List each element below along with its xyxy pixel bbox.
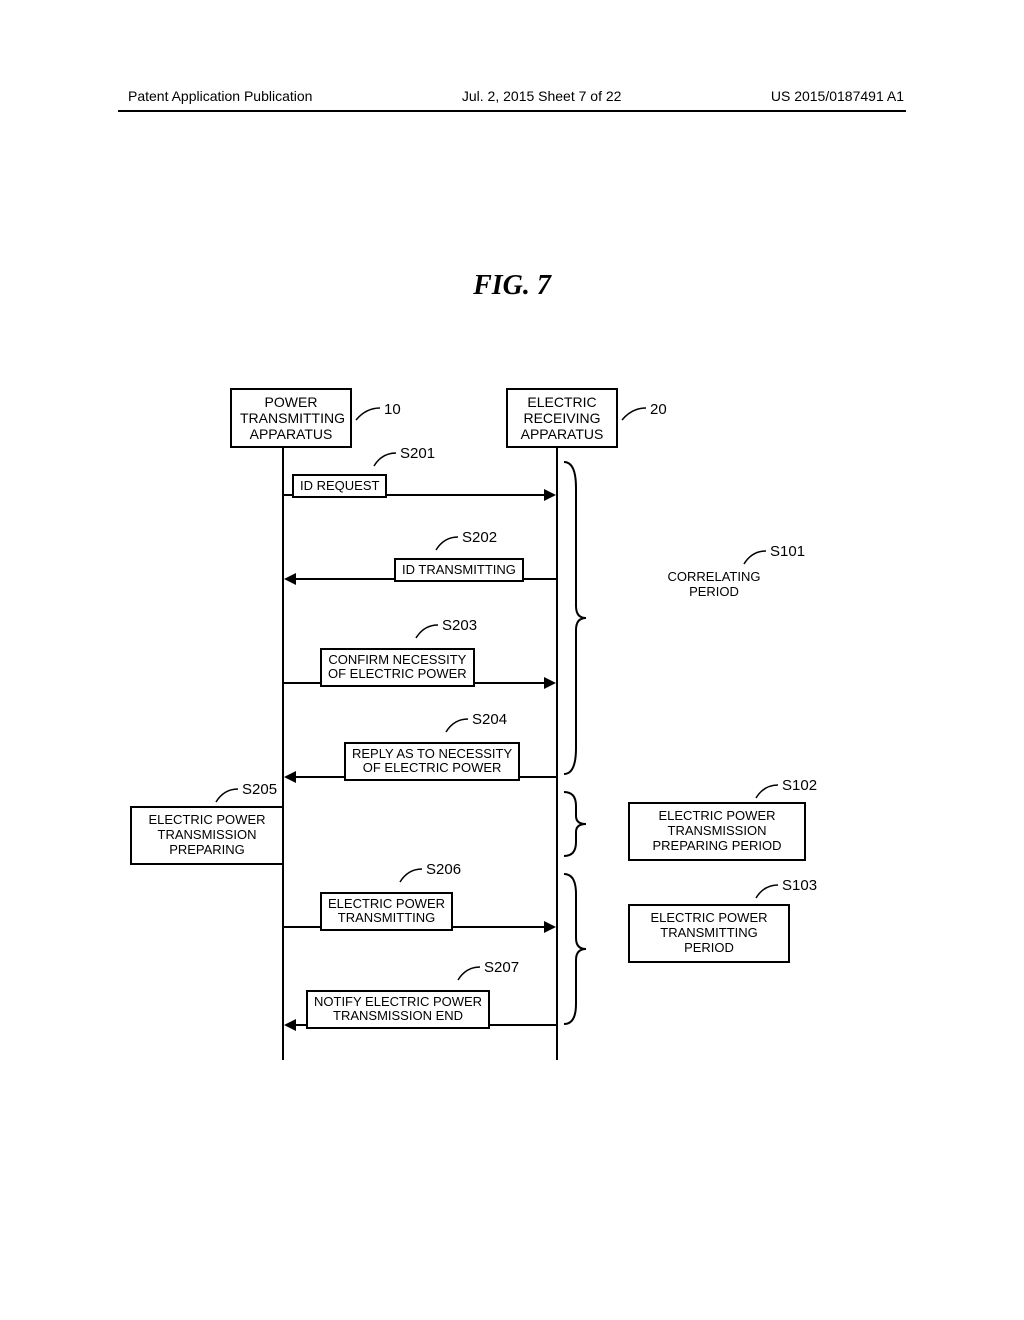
power-transmitting-apparatus-box: POWER TRANSMITTING APPARATUS [230, 388, 352, 448]
step-s205-text: ELECTRIC POWER TRANSMISSION PREPARING [148, 812, 265, 857]
brace-s103 [562, 870, 590, 1028]
ref-s203: S203 [442, 617, 477, 634]
ref-s205: S205 [242, 781, 277, 798]
arrowhead-s201 [544, 489, 556, 501]
ref-s204: S204 [472, 711, 507, 728]
msg-s201: ID REQUEST [292, 474, 387, 498]
apparatus-right-label: ELECTRIC RECEIVING APPARATUS [521, 394, 604, 442]
msg-s202-text: ID TRANSMITTING [402, 562, 516, 577]
msg-s204-text: REPLY AS TO NECESSITY OF ELECTRIC POWER [352, 746, 512, 775]
page-header: Patent Application Publication Jul. 2, 2… [0, 88, 1024, 104]
lifeline-left [282, 442, 284, 1060]
ref-s206: S206 [426, 861, 461, 878]
figure-title: FIG. 7 [0, 270, 1024, 302]
period-s102: ELECTRIC POWER TRANSMISSION PREPARING PE… [628, 802, 806, 861]
ref-s202: S202 [462, 529, 497, 546]
apparatus-left-label: POWER TRANSMITTING APPARATUS [240, 394, 345, 442]
arrowhead-s203 [544, 677, 556, 689]
msg-s203: CONFIRM NECESSITY OF ELECTRIC POWER [320, 648, 475, 687]
period-s102-text: ELECTRIC POWER TRANSMISSION PREPARING PE… [652, 808, 781, 853]
msg-s201-text: ID REQUEST [300, 478, 379, 493]
lifeline-right [556, 442, 558, 1060]
ref-s103: S103 [782, 877, 817, 894]
step-s205: ELECTRIC POWER TRANSMISSION PREPARING [130, 806, 284, 865]
header-left: Patent Application Publication [128, 88, 312, 104]
brace-s102 [562, 788, 590, 860]
period-s103-text: ELECTRIC POWER TRANSMITTING PERIOD [650, 910, 767, 955]
header-center: Jul. 2, 2015 Sheet 7 of 22 [462, 88, 622, 104]
ref-10: 10 [384, 401, 401, 418]
msg-s204: REPLY AS TO NECESSITY OF ELECTRIC POWER [344, 742, 520, 781]
msg-s207-text: NOTIFY ELECTRIC POWER TRANSMISSION END [314, 994, 482, 1023]
arrowhead-s207 [284, 1019, 296, 1031]
sequence-diagram: POWER TRANSMITTING APPARATUS 10 ELECTRIC… [0, 380, 1024, 1100]
msg-s206-text: ELECTRIC POWER TRANSMITTING [328, 896, 445, 925]
arrowhead-s204 [284, 771, 296, 783]
ref-20: 20 [650, 401, 667, 418]
arrowhead-s206 [544, 921, 556, 933]
ref-s201: S201 [400, 445, 435, 462]
period-s101-text: CORRELATING PERIOD [668, 569, 761, 599]
arrowhead-s202 [284, 573, 296, 585]
period-s103: ELECTRIC POWER TRANSMITTING PERIOD [628, 904, 790, 963]
msg-s202: ID TRANSMITTING [394, 558, 524, 582]
electric-receiving-apparatus-box: ELECTRIC RECEIVING APPARATUS [506, 388, 618, 448]
msg-s206: ELECTRIC POWER TRANSMITTING [320, 892, 453, 931]
ref-s102: S102 [782, 777, 817, 794]
msg-s207: NOTIFY ELECTRIC POWER TRANSMISSION END [306, 990, 490, 1029]
brace-s101 [562, 458, 590, 778]
msg-s203-text: CONFIRM NECESSITY OF ELECTRIC POWER [328, 652, 467, 681]
ref-s207: S207 [484, 959, 519, 976]
period-s101: CORRELATING PERIOD [644, 570, 784, 600]
ref-s101: S101 [770, 543, 805, 560]
header-right: US 2015/0187491 A1 [771, 88, 904, 104]
header-rule [118, 110, 906, 112]
